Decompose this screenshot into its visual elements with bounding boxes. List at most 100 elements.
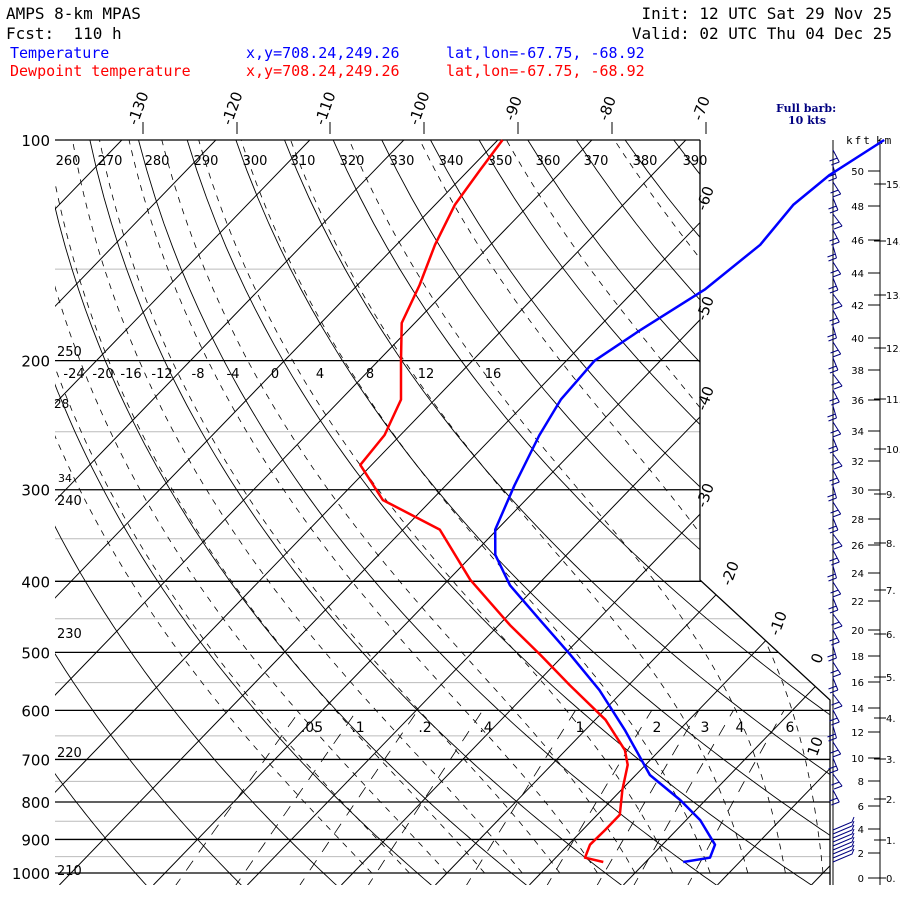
kft-tick-label: 30 [851,486,864,497]
wind-barb-icon [827,325,837,342]
dry-adiabat-label: 270 [98,154,123,169]
wind-barb-icon [831,533,843,550]
mixing-ratio-label: .4 [479,720,492,736]
wind-barb-icon [830,261,842,278]
isotherm-line [529,140,830,885]
init-time: Init: 12 UTC Sat 29 Nov 25 [641,4,892,23]
wind-barb-icon [832,844,855,859]
dry-adiabat-label: 210 [57,864,82,879]
isotherm-line [59,140,781,885]
km-tick-label: 5. [886,673,896,684]
moist-adiabat-label: 34 [58,472,72,485]
isotherm-label: -10 [766,609,791,638]
dry-adiabat-label: 220 [57,746,82,761]
dewpoint-trace [359,139,629,864]
km-tick-label: 7. [886,586,896,597]
moist-adiabat-line [72,140,523,874]
barb-note-line1: Full barb: [776,102,837,115]
kft-axis-label: kft [846,134,872,147]
wind-barb-icon [830,421,842,438]
km-tick-label: 14. [886,237,900,248]
dry-adiabat-line [0,140,54,889]
dry-adiabat-line [430,140,830,885]
kft-tick-label: 6 [858,802,864,813]
mixing-ratio-label: 1 [576,720,585,736]
kft-tick-label: 38 [851,366,864,377]
kft-tick-label: 22 [851,597,864,608]
wind-barb-icon [831,213,843,230]
pressure-label: 700 [21,751,50,769]
kft-tick-label: 36 [851,396,864,407]
dry-adiabat-line [55,140,436,885]
wind-barb-icon [830,501,842,518]
kft-tick-label: 20 [851,626,864,637]
mixing-ratio-line [464,710,576,885]
km-tick-label: 1. [886,836,896,847]
dry-adiabat-line [478,140,830,885]
dry-adiabat-label: 320 [340,154,365,169]
isotherm-label: 0 [807,651,827,666]
moist-adiabat-label: 0 [271,367,279,382]
wind-barb-icon [832,840,855,855]
dry-adiabat-line [235,140,830,885]
wind-barb-icon [828,597,839,614]
isotherm-label: -80 [595,94,620,123]
wind-barb-icon [827,645,837,662]
isotherm-label: -70 [689,94,714,123]
wind-barb-icon [831,453,843,470]
mixing-ratio-label: 2 [653,720,662,736]
wind-barb-icon [829,549,840,566]
isotherm-line [55,140,687,885]
mixing-ratio-line [173,710,301,885]
moist-adiabat-label: 8 [366,367,374,382]
mixing-ratio-label: .2 [418,720,431,736]
mixing-ratio-line [297,710,419,885]
isotherm-label: -30 [693,481,718,510]
wind-barb-icon [830,581,842,598]
dry-adiabat-label: 290 [194,154,219,169]
km-tick-label: 6. [886,630,896,641]
moist-adiabat-line [99,140,561,874]
wind-barb-icon [832,832,855,847]
wind-barb-icon [831,773,843,790]
moist-adiabat-line [55,140,410,874]
dry-adiabat-label: 280 [145,154,170,169]
wind-barb-icon [827,405,837,422]
dry-adiabat-line [284,140,830,885]
kft-tick-label: 50 [851,167,864,178]
kft-tick-label: 0 [858,874,864,885]
isotherm-label: 10 [804,734,827,758]
wind-barb-icon [827,725,837,742]
wind-barb-icon [831,693,843,710]
isotherm-line [717,140,830,885]
wind-barb-icon [830,341,842,358]
isotherm-line [55,140,593,885]
wind-barb-icon [832,820,855,835]
legend-dewpoint: Dewpoint temperature [10,62,191,80]
dry-adiabat-line [527,140,830,885]
km-tick-label: 2. [886,795,896,806]
pressure-label: 600 [21,702,50,720]
dry-adiabat-line [186,140,817,885]
wind-barb-icon [828,197,839,214]
kft-tick-label: 32 [851,457,864,468]
kft-tick-label: 34 [851,427,864,438]
pressure-label: 500 [21,644,50,662]
mixing-ratio-line [631,710,734,885]
wind-barb-icon [832,836,855,851]
kft-tick-label: 26 [851,541,864,552]
dry-adiabat-line [89,140,627,885]
kft-tick-label: 4 [858,825,864,836]
isotherm-label: -40 [693,384,718,413]
dry-adiabat-label: 240 [57,494,82,509]
mixing-ratio-line [365,710,484,885]
moist-adiabat-line [55,140,373,874]
pressure-label: 300 [21,482,50,500]
barb-note-line2: 10 kts [788,114,827,127]
isotherm-line [55,140,405,885]
moist-adiabat-label: 16 [485,367,502,382]
dry-adiabat-label: 370 [584,154,609,169]
pressure-label: 900 [21,831,50,849]
legend-temperature-latlon: lat,lon=-67.75, -68.92 [446,44,645,62]
kft-tick-label: 12 [851,728,864,739]
